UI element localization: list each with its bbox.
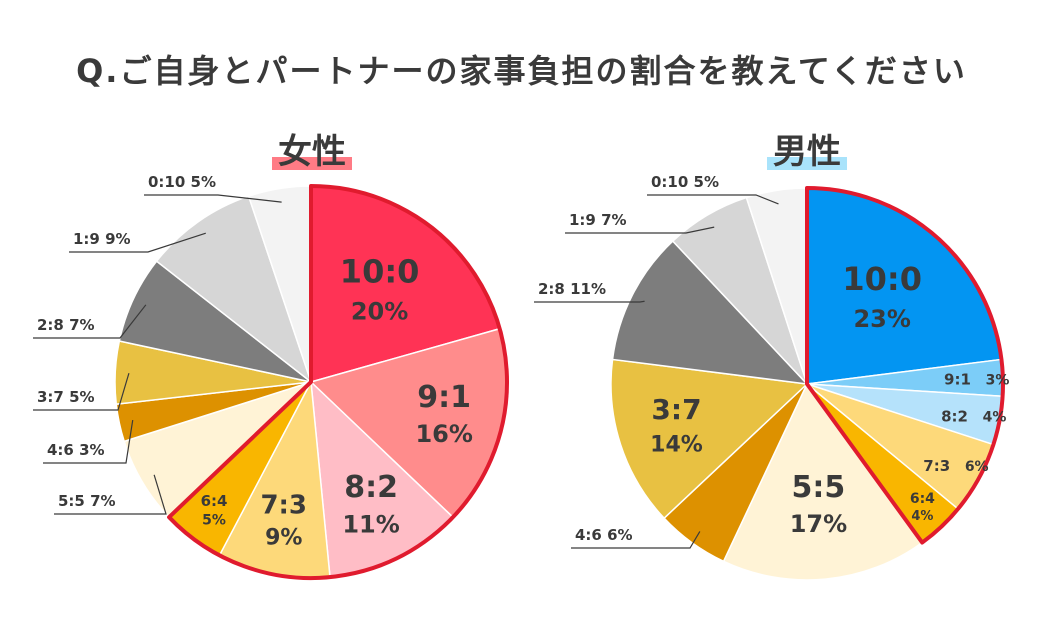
male-label-1-9: 1:9 7% bbox=[569, 211, 627, 229]
female-label-1-9: 1:9 9% bbox=[73, 230, 131, 248]
female-highlight-outline bbox=[167, 184, 509, 580]
male-value-7-3: 6% bbox=[965, 459, 989, 475]
male-label-6-4: 6:4 bbox=[910, 491, 935, 507]
male-label-2-8: 2:8 11% bbox=[538, 280, 606, 298]
male-slice-2-8 bbox=[611, 240, 809, 386]
male-leader-2-8 bbox=[534, 300, 645, 303]
male-label-9-1: 9:1 bbox=[944, 371, 971, 389]
chart-title: Q.ご自身とパートナーの家事負担の割合を教えてください bbox=[76, 52, 967, 90]
male-pie-title: 男性 bbox=[767, 132, 847, 172]
female-label-0-10: 0:10 5% bbox=[148, 173, 216, 191]
male-value-5-5: 17% bbox=[790, 510, 847, 538]
female-value-9-1: 16% bbox=[415, 420, 472, 448]
male-value-9-1: 3% bbox=[986, 373, 1010, 389]
male-leader-1-9 bbox=[565, 226, 715, 234]
male-highlight-outline bbox=[805, 186, 1005, 545]
male-label-5-5: 5:5 bbox=[792, 470, 846, 505]
male-leader-0-10 bbox=[647, 194, 779, 205]
female-label-2-8: 2:8 7% bbox=[37, 316, 95, 334]
female-label-8-2: 8:2 bbox=[344, 470, 398, 505]
female-label-4-6: 4:6 3% bbox=[47, 441, 105, 459]
male-value-3-7: 14% bbox=[650, 432, 703, 457]
male-slice-3-7 bbox=[610, 358, 809, 520]
female-leader-1-9 bbox=[69, 232, 206, 253]
male-slice-5-5 bbox=[722, 382, 924, 581]
female-leader-3-7 bbox=[33, 372, 130, 411]
female-value-10-0: 20% bbox=[351, 298, 408, 326]
male-label-8-2: 8:2 bbox=[941, 408, 968, 426]
female-label-3-7: 3:7 5% bbox=[37, 388, 95, 406]
female-leader-2-8 bbox=[33, 304, 147, 339]
male-pie: 10:0 23% 9:1 3% 8:2 4% 7:3 6% 6:4 4% 5:5 17% 4:6 6% 3… bbox=[534, 173, 1010, 581]
female-label-9-1: 9:1 bbox=[417, 380, 471, 415]
male-value-8-2: 4% bbox=[983, 410, 1007, 426]
male-leader-4-6 bbox=[571, 531, 701, 549]
female-label-7-3: 7:3 bbox=[260, 490, 307, 520]
female-leader-0-10 bbox=[144, 194, 282, 203]
female-pie-title: 女性 bbox=[272, 132, 352, 172]
male-title-text: 男性 bbox=[773, 132, 841, 172]
female-value-7-3: 9% bbox=[265, 525, 302, 550]
female-label-6-4: 6:4 bbox=[201, 492, 228, 510]
male-label-3-7: 3:7 bbox=[651, 393, 701, 426]
female-value-8-2: 11% bbox=[342, 510, 399, 538]
male-value-6-4: 4% bbox=[911, 509, 933, 524]
female-leader-4-6 bbox=[43, 419, 134, 464]
male-value-10-0: 23% bbox=[853, 305, 910, 333]
female-pie: 10:0 20% 9:1 16% 8:2 11% 7:3 9% 6:4 5% 5:5 7% 4:6 3… bbox=[33, 173, 509, 580]
male-label-10-0: 10:0 bbox=[842, 260, 922, 298]
female-label-10-0: 10:0 bbox=[340, 253, 420, 291]
female-value-6-4: 5% bbox=[202, 512, 226, 528]
male-label-7-3: 7:3 bbox=[923, 457, 950, 475]
male-label-4-6: 4:6 6% bbox=[575, 526, 633, 544]
female-title-text: 女性 bbox=[278, 132, 346, 172]
female-leader-5-5 bbox=[54, 474, 167, 515]
male-label-0-10: 0:10 5% bbox=[651, 173, 719, 191]
female-label-5-5: 5:5 7% bbox=[58, 492, 116, 510]
